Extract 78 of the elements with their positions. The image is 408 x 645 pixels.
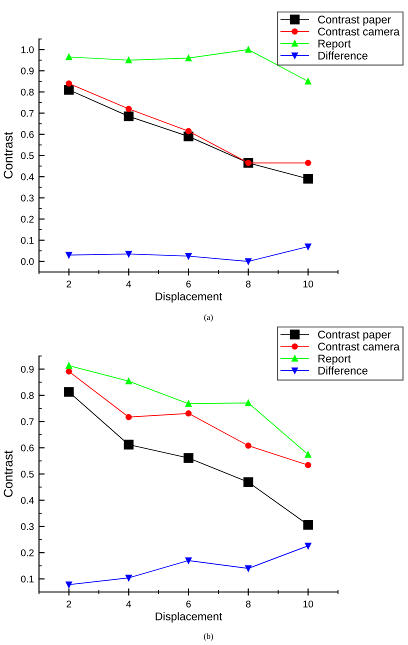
- point: [304, 462, 312, 468]
- point: [245, 46, 252, 53]
- point: [303, 520, 313, 530]
- point: [185, 54, 192, 62]
- text: (a): [204, 314, 213, 322]
- legend-label: Contrast paper: [318, 330, 391, 341]
- point: [66, 54, 72, 60]
- x-tick-label: 8: [246, 280, 251, 288]
- x-axis-title: Displacement: [156, 612, 222, 623]
- point: [66, 252, 72, 258]
- y-tick-label: 0.0: [21, 258, 34, 266]
- point: [304, 160, 312, 166]
- y-tick-label: 0.5: [21, 152, 34, 160]
- point: [185, 252, 192, 260]
- point: [66, 80, 72, 87]
- point: [126, 250, 132, 258]
- legend-label: Difference: [318, 366, 368, 375]
- point: [66, 582, 72, 588]
- y-tick-label: 0.2: [21, 216, 34, 223]
- x-tick-label: 10: [303, 280, 314, 288]
- legend-label: Contrast paper: [318, 16, 391, 26]
- legend-label: Contrast camera: [318, 28, 400, 36]
- legend-label: Contrast camera: [318, 342, 400, 351]
- y-tick-label: 0.3: [21, 523, 34, 530]
- point: [185, 557, 192, 564]
- point: [185, 400, 192, 407]
- point: [245, 400, 252, 406]
- point: [64, 84, 74, 95]
- y-tick-label: 0.4: [21, 496, 34, 504]
- y-tick-label: 0.7: [21, 418, 34, 426]
- x-tick-label: 2: [66, 280, 72, 288]
- point: [245, 258, 252, 265]
- y-tick-label: 0.6: [21, 131, 34, 138]
- point: [185, 128, 192, 134]
- point: [304, 78, 312, 84]
- x-tick-label: 10: [303, 600, 314, 608]
- y-tick-label: 0.7: [21, 110, 34, 117]
- y-axis-title: Contrast: [4, 132, 13, 178]
- x-axis-title: Displacement: [156, 292, 222, 303]
- y-tick-label: 0.2: [21, 549, 34, 556]
- x-tick-label: 4: [126, 600, 132, 608]
- x-tick-label: 4: [126, 280, 132, 288]
- point: [64, 387, 74, 397]
- legend-label: Report: [318, 40, 351, 50]
- point: [304, 243, 312, 250]
- text: (b): [204, 633, 213, 641]
- y-tick-label: 0.8: [21, 88, 34, 96]
- legend-label: Report: [318, 354, 351, 365]
- point: [66, 368, 72, 375]
- point: [66, 362, 72, 369]
- point: [126, 414, 132, 420]
- point: [304, 451, 312, 458]
- point: [126, 106, 132, 112]
- y-tick-label: 1.0: [21, 46, 34, 54]
- point: [185, 410, 192, 417]
- x-tick-label: 8: [246, 600, 251, 608]
- point: [124, 440, 134, 450]
- y-axis-title: Contrast: [4, 450, 13, 497]
- y-tick-label: 0.4: [21, 173, 34, 180]
- y-tick-label: 0.9: [21, 68, 34, 74]
- x-tick-label: 6: [186, 280, 191, 288]
- point: [243, 477, 254, 487]
- y-tick-label: 0.6: [21, 444, 34, 452]
- y-tick-label: 0.3: [21, 194, 34, 202]
- point: [303, 174, 313, 184]
- legend-label: Difference: [318, 51, 368, 60]
- x-tick-label: 2: [66, 600, 72, 608]
- y-tick-label: 0.5: [21, 470, 34, 478]
- point: [124, 111, 134, 122]
- point: [184, 453, 194, 463]
- x-tick-label: 6: [186, 600, 191, 608]
- y-tick-label: 0.8: [21, 392, 34, 399]
- y-tick-label: 0.1: [21, 236, 34, 244]
- point: [245, 442, 252, 449]
- point: [304, 542, 312, 549]
- y-tick-label: 0.9: [21, 366, 34, 373]
- y-tick-label: 0.1: [21, 576, 34, 583]
- point: [245, 565, 252, 572]
